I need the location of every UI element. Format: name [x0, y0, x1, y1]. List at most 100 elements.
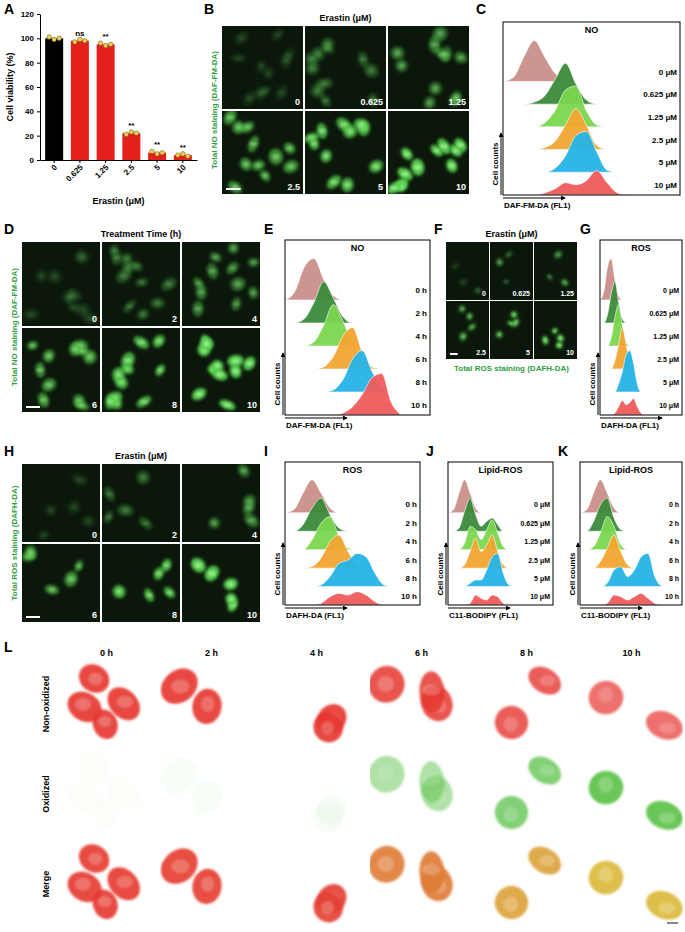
- cell-nucleus: [503, 717, 518, 732]
- histogram-area: [448, 535, 514, 568]
- cell-nucleus: [196, 392, 203, 397]
- cell-nucleus: [461, 280, 465, 283]
- x-axis-title: C11-BODIPY (FL1): [581, 611, 651, 620]
- cell-nucleus: [76, 564, 81, 568]
- micrograph: 2: [102, 242, 180, 326]
- cell: [192, 301, 204, 317]
- x-axis-title: C11-BODIPY (FL1): [449, 611, 519, 620]
- cell: [258, 168, 273, 183]
- cell: [224, 259, 241, 276]
- micrograph-background: [305, 111, 386, 194]
- micrograph: 0.625: [302, 26, 386, 109]
- x-axis-arrow: [580, 608, 642, 609]
- cell-nucleus: [76, 478, 83, 482]
- plot-frame: [448, 462, 553, 605]
- cell-nucleus: [212, 521, 217, 526]
- cell-nucleus: [232, 368, 238, 373]
- legend-label: 8 h: [415, 378, 427, 387]
- cell-nucleus: [98, 896, 112, 907]
- y-tick-label: 40: [25, 107, 34, 116]
- figure: Ans********02040608010012000.6251.252.55…: [0, 0, 685, 932]
- legend-label: 10 μM: [659, 402, 679, 410]
- bar: [71, 41, 89, 160]
- cell: [305, 60, 321, 76]
- micrograph-background: [22, 544, 100, 622]
- micrograph: 4: [182, 241, 260, 326]
- cell: [495, 330, 504, 339]
- cell-nucleus: [248, 518, 256, 523]
- y-tick-mark: [37, 87, 40, 88]
- cell-nucleus: [449, 163, 455, 168]
- cell: [444, 157, 459, 174]
- cell: [226, 178, 245, 194]
- scale-bar: [450, 353, 458, 355]
- cell: [308, 797, 349, 838]
- confocal-image: [580, 750, 685, 838]
- significance-label: **: [128, 121, 135, 130]
- cell-nucleus: [223, 403, 231, 407]
- cells: [450, 261, 482, 295]
- plot-area: [580, 480, 662, 605]
- cell-nucleus: [278, 90, 285, 95]
- histogram-area: [448, 520, 514, 550]
- histogram-area: [285, 498, 393, 531]
- x-tick: 0.625: [64, 160, 85, 183]
- cell-nucleus: [88, 673, 102, 685]
- micrograph-background: [182, 242, 260, 326]
- replicate-point: [78, 37, 83, 42]
- cells: [208, 464, 260, 530]
- tile-label: 10: [566, 349, 574, 356]
- cell: [159, 275, 179, 294]
- cell: [72, 247, 89, 264]
- cell-nucleus: [146, 593, 152, 597]
- cell-nucleus: [116, 786, 133, 798]
- y-axis-arrow: [446, 543, 447, 605]
- histogram-area: [285, 374, 401, 415]
- tile-label: 8: [172, 400, 177, 410]
- cell-nucleus: [437, 30, 444, 37]
- confocal-image: [265, 750, 368, 838]
- cell-nucleus: [126, 305, 133, 309]
- panel-title: Erastin (μM): [485, 229, 537, 239]
- panel: I0 h2 h4 h6 h8 h10 hROSCell countsDAFH-D…: [264, 443, 420, 620]
- column-label: 10 h: [622, 648, 640, 658]
- cell: [393, 57, 410, 74]
- histogram-area: [600, 351, 645, 392]
- cell: [108, 243, 120, 257]
- cell-nucleus: [318, 129, 325, 134]
- cell: [162, 585, 177, 600]
- cell-nucleus: [106, 492, 113, 496]
- cell-nucleus: [540, 675, 556, 686]
- y-axis-arrow: [578, 543, 579, 605]
- legend-label: 2 h: [669, 520, 679, 527]
- x-axis-title: DAF-FM-DA (FL1): [286, 421, 353, 430]
- cell: [523, 661, 566, 700]
- cell-nucleus: [401, 172, 409, 177]
- confocal-image: [265, 840, 368, 928]
- cell: [399, 146, 415, 163]
- y-tick-mark: [37, 136, 40, 137]
- cell-nucleus: [28, 549, 33, 555]
- confocal-image: [475, 840, 578, 928]
- y-tick-mark: [37, 14, 40, 15]
- plot-frame: [503, 22, 680, 195]
- bar: [97, 44, 115, 160]
- cells: [108, 243, 179, 322]
- cells: [62, 750, 146, 833]
- cells: [26, 339, 97, 412]
- cell-nucleus: [244, 125, 250, 129]
- cells: [104, 332, 167, 411]
- x-axis-arrow: [503, 198, 565, 199]
- cell: [190, 777, 224, 816]
- cell-nucleus: [453, 265, 457, 268]
- cells: [488, 661, 566, 746]
- stain-label: Total ROS staining (DAFH-DA): [10, 485, 19, 600]
- cell-nucleus: [139, 280, 145, 284]
- legend-label: 2.5 μM: [528, 557, 550, 565]
- cell: [236, 464, 252, 479]
- y-axis-title: Cell counts: [568, 552, 577, 596]
- cell: [102, 509, 115, 524]
- x-tick: 5: [153, 160, 163, 172]
- cell-nucleus: [236, 124, 242, 130]
- cell-nucleus: [246, 361, 253, 366]
